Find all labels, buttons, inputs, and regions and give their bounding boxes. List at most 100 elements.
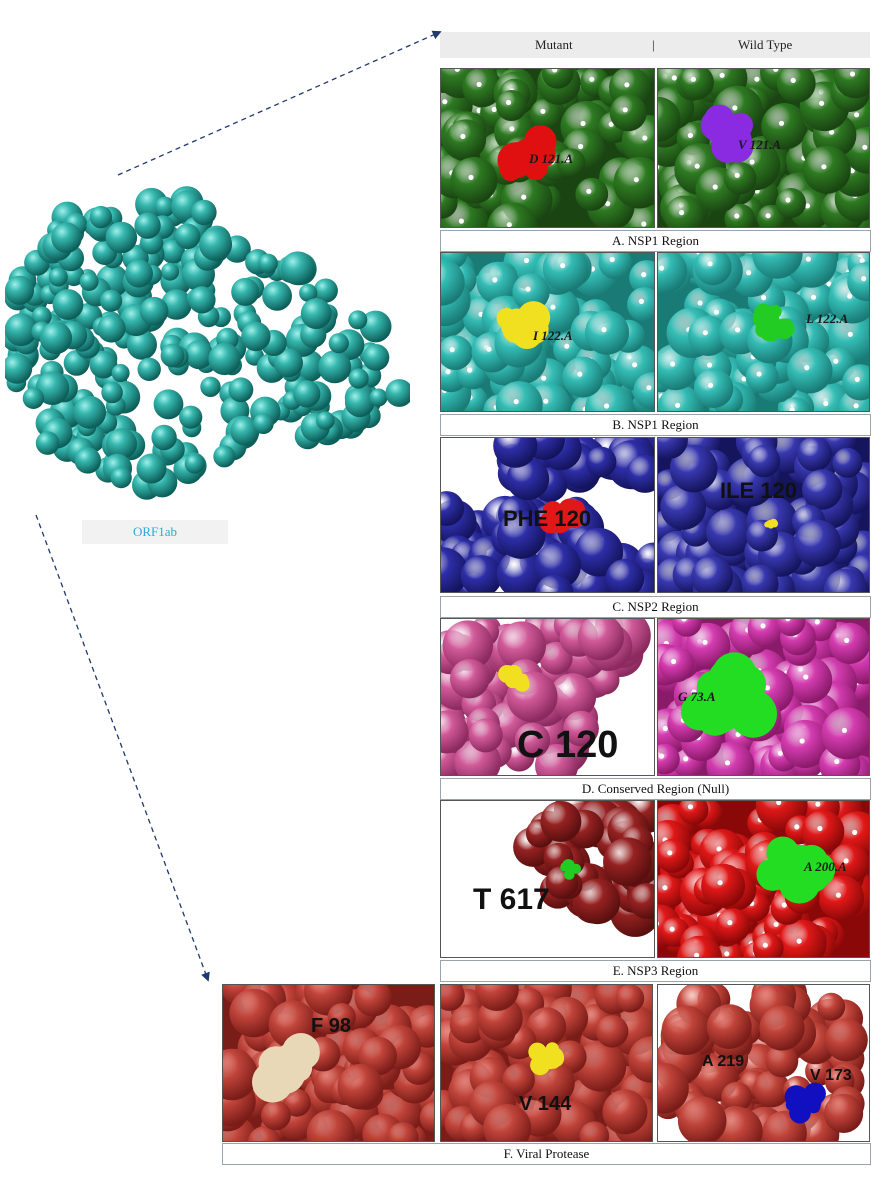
column-separator: | xyxy=(652,37,655,52)
surface-atom xyxy=(154,196,175,217)
panel-caption: C. NSP2 Region xyxy=(440,596,871,618)
surface-atom xyxy=(89,350,118,379)
surface-atom xyxy=(106,428,137,460)
surface-atom xyxy=(136,453,167,484)
surface-atom xyxy=(344,387,375,418)
residue-label-mutant: I 122.A xyxy=(533,328,573,343)
surface-atom xyxy=(134,212,161,239)
residue-label-protease: V 173 xyxy=(810,1067,852,1084)
surface-atom xyxy=(293,380,321,408)
surface-atom xyxy=(174,223,201,250)
residue-label-mutant: C 120 xyxy=(517,724,619,766)
highlighted-residue-patch xyxy=(532,143,556,167)
highlighted-residue-patch xyxy=(767,522,775,529)
surface-atom xyxy=(5,353,33,384)
residue-label-mutant: T 617 xyxy=(473,883,550,916)
surface-atom xyxy=(213,445,236,468)
arrow-to-protease xyxy=(35,514,210,982)
panel-c-wildtype: ILE 120 xyxy=(657,437,870,593)
highlighted-residue-patch xyxy=(570,864,578,873)
highlighted-residue-patch xyxy=(290,1039,320,1069)
surface-atom xyxy=(258,253,278,274)
residue-label-wildtype: G 73.A xyxy=(678,689,716,704)
protease-panel-2: V 144 xyxy=(440,984,653,1142)
surface-atom xyxy=(153,389,184,420)
residue-label-wildtype: L 122.A xyxy=(806,311,849,326)
highlighted-residue-patch xyxy=(729,127,752,150)
surface-atom xyxy=(348,368,369,389)
panel-e-mutant: T 617 xyxy=(440,800,655,958)
highlighted-residue-patch xyxy=(680,692,719,731)
residue-label-protease: V 144 xyxy=(519,1093,572,1115)
panel-a-mutant: D 121.A xyxy=(440,68,655,228)
surface-atom xyxy=(39,321,73,355)
surface-atom xyxy=(359,310,392,343)
surface-atom xyxy=(280,251,315,286)
surface-atom xyxy=(111,364,130,382)
surface-atom xyxy=(31,306,52,327)
surface-atom xyxy=(160,343,185,368)
surface-atom xyxy=(184,453,205,474)
highlighted-residue-patch xyxy=(711,129,734,151)
surface-atom xyxy=(273,348,303,378)
protease-panel-1: F 98 xyxy=(222,984,435,1142)
panel-caption: B. NSP1 Region xyxy=(440,414,871,436)
highlighted-residue-patch xyxy=(511,673,526,688)
surface-atom xyxy=(89,205,113,229)
surface-atom xyxy=(241,321,271,352)
surface-atom xyxy=(369,388,388,407)
surface-atom xyxy=(362,344,390,371)
highlighted-residue-patch xyxy=(803,1082,826,1105)
surface-atom xyxy=(208,342,241,376)
highlighted-residue-patch xyxy=(529,1042,545,1058)
panel-c-mutant: PHE 120 xyxy=(440,437,655,593)
surface-atom xyxy=(48,267,68,287)
surface-atom xyxy=(97,314,126,343)
protein-label: ORF1ab xyxy=(82,520,228,544)
panel-b-mutant: I 122.A xyxy=(440,252,655,412)
panel-caption: A. NSP1 Region xyxy=(440,230,871,252)
surface-atom xyxy=(318,350,352,384)
surface-atom xyxy=(51,222,82,253)
surface-atom xyxy=(199,227,233,261)
residue-label-wildtype: A 200.A xyxy=(804,859,847,874)
surface-atom xyxy=(252,413,274,434)
surface-atom xyxy=(200,376,221,397)
surface-atom xyxy=(110,467,132,489)
highlighted-residue-patch xyxy=(560,863,568,872)
panel-a-wildtype: V 121.A xyxy=(657,68,870,228)
highlighted-residue-patch xyxy=(778,862,821,904)
surface-atom xyxy=(161,262,180,281)
panel-e-wildtype: A 200.A xyxy=(657,800,870,958)
panel-caption: D. Conserved Region (Null) xyxy=(440,778,871,800)
highlighted-residue-patch xyxy=(507,141,531,166)
residue-label-protease: A 219 xyxy=(702,1053,745,1070)
surface-atom xyxy=(137,357,161,381)
surface-atom xyxy=(184,340,214,370)
highlighted-residue-patch xyxy=(567,500,585,518)
panel-caption: E. NSP3 Region xyxy=(440,960,871,982)
surface-atom xyxy=(73,395,107,429)
surface-atom xyxy=(5,275,35,305)
surface-atom xyxy=(262,281,292,311)
highlighted-residue-patch xyxy=(539,511,562,534)
panel-b-wildtype: L 122.A xyxy=(657,252,870,412)
highlighted-residue-patch xyxy=(546,1049,565,1068)
surface-atom xyxy=(105,221,138,254)
surface-atom xyxy=(328,333,349,354)
residue-label-mutant: PHE 120 xyxy=(503,506,592,531)
surface-atom xyxy=(35,431,60,455)
highlighted-residue-patch xyxy=(530,1055,551,1076)
panel-d-wildtype: G 73.A xyxy=(657,618,870,776)
highlighted-residue-patch xyxy=(704,104,735,136)
surface-atom xyxy=(299,283,318,302)
surface-atom xyxy=(100,289,123,312)
surface-atom xyxy=(126,329,157,360)
surface-atom xyxy=(231,277,260,306)
surface-atom xyxy=(179,405,203,429)
residue-label-mutant: D 121.A xyxy=(529,151,574,166)
surface-atom xyxy=(5,313,38,347)
surface-atom xyxy=(151,424,177,451)
panel-d-mutant: C 120 xyxy=(440,618,655,776)
surface-atom xyxy=(313,278,338,303)
